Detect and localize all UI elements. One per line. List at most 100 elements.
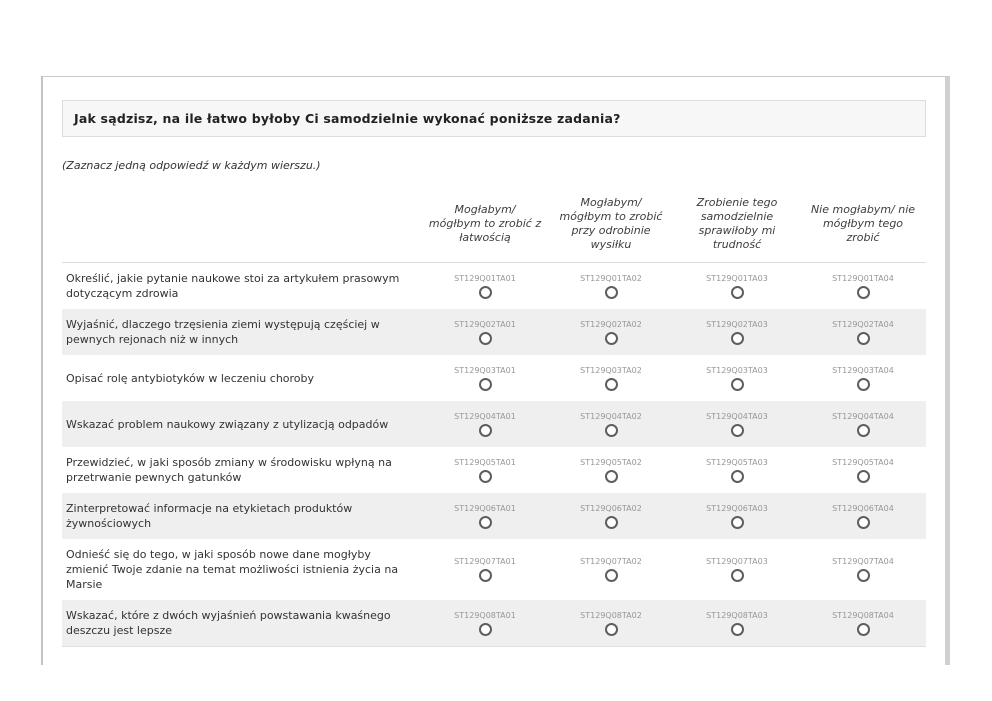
- answer-cell: ST129Q04TA03: [674, 406, 800, 443]
- table-row: Przewidzieć, w jaki sposób zmiany w środ…: [62, 447, 926, 493]
- radio-button[interactable]: [604, 377, 618, 391]
- answer-cell: ST129Q02TA01: [422, 314, 548, 351]
- item-code: ST129Q08TA02: [580, 610, 642, 620]
- answer-cell: ST129Q01TA04: [800, 268, 926, 305]
- question-text: Jak sądzisz, na ile łatwo byłoby Ci samo…: [74, 111, 621, 126]
- table-row: Wyjaśnić, dlaczego trzęsienia ziemi wyst…: [62, 309, 926, 355]
- item-code: ST129Q07TA03: [706, 557, 768, 566]
- radio-button[interactable]: [604, 285, 618, 299]
- item-code: ST129Q04TA04: [832, 411, 894, 421]
- row-statement: Wskazać problem naukowy związany z utyli…: [66, 417, 389, 431]
- answer-cell: ST129Q05TA02: [548, 452, 674, 489]
- answer-cell: ST129Q05TA04: [800, 452, 926, 489]
- radio-button[interactable]: [604, 622, 618, 636]
- question-header: Jak sądzisz, na ile łatwo byłoby Ci samo…: [62, 100, 926, 137]
- row-statement: Przewidzieć, w jaki sposób zmiany w środ…: [66, 456, 392, 484]
- row-statement: Zinterpretować informacje na etykietach …: [66, 502, 353, 530]
- item-code: ST129Q05TA03: [706, 457, 768, 467]
- answer-cell: ST129Q07TA04: [800, 551, 926, 588]
- item-code: ST129Q08TA03: [706, 610, 768, 620]
- item-code: ST129Q06TA01: [454, 503, 516, 513]
- answer-cell: ST129Q08TA02: [548, 605, 674, 642]
- item-code: ST129Q05TA02: [580, 457, 642, 467]
- item-code: ST129Q06TA02: [580, 503, 642, 513]
- table-header-row: Mogłabym/ mógłbym to zrobić z łatwością …: [62, 184, 926, 263]
- item-code: ST129Q01TA03: [706, 273, 768, 283]
- item-code: ST129Q08TA04: [832, 610, 894, 620]
- item-code: ST129Q08TA01: [454, 610, 516, 620]
- radio-button[interactable]: [478, 285, 492, 299]
- answer-cell: ST129Q07TA03: [674, 551, 800, 588]
- radio-button[interactable]: [478, 515, 492, 529]
- radio-button[interactable]: [856, 377, 870, 391]
- radio-button[interactable]: [856, 569, 870, 582]
- radio-button[interactable]: [730, 331, 744, 345]
- radio-button[interactable]: [856, 423, 870, 437]
- column-header-some-effort: Mogłabym/ mógłbym to zrobić przy odrobin…: [559, 196, 663, 251]
- radio-button[interactable]: [478, 331, 492, 345]
- answer-cell: ST129Q02TA04: [800, 314, 926, 351]
- item-code: ST129Q04TA01: [454, 411, 516, 421]
- table-row: Wskazać, które z dwóch wyjaśnień powstaw…: [62, 600, 926, 647]
- radio-button[interactable]: [730, 469, 744, 483]
- item-code: ST129Q05TA01: [454, 457, 516, 467]
- item-code: ST129Q03TA02: [580, 365, 642, 375]
- item-code: ST129Q01TA01: [454, 273, 516, 283]
- answer-cell: ST129Q06TA04: [800, 498, 926, 535]
- radio-button[interactable]: [604, 515, 618, 529]
- radio-button[interactable]: [730, 569, 744, 582]
- item-code: ST129Q07TA01: [454, 557, 516, 566]
- answer-cell: ST129Q03TA04: [800, 360, 926, 397]
- answer-cell: ST129Q02TA02: [548, 314, 674, 351]
- radio-button[interactable]: [856, 285, 870, 299]
- item-code: ST129Q02TA03: [706, 319, 768, 329]
- row-statement: Wskazać, które z dwóch wyjaśnień powstaw…: [66, 609, 391, 637]
- radio-button[interactable]: [730, 622, 744, 636]
- answer-cell: ST129Q01TA03: [674, 268, 800, 305]
- item-code: ST129Q02TA04: [832, 319, 894, 329]
- table-row: Wskazać problem naukowy związany z utyli…: [62, 401, 926, 447]
- item-code: ST129Q04TA02: [580, 411, 642, 421]
- radio-button[interactable]: [604, 469, 618, 483]
- radio-button[interactable]: [730, 515, 744, 529]
- radio-button[interactable]: [604, 569, 618, 582]
- answer-cell: ST129Q03TA02: [548, 360, 674, 397]
- row-statement: Opisać rolę antybiotyków w leczeniu chor…: [66, 371, 315, 385]
- radio-button[interactable]: [856, 515, 870, 529]
- item-code: ST129Q07TA04: [832, 557, 894, 566]
- radio-button[interactable]: [730, 377, 744, 391]
- row-statement: Określić, jakie pytanie naukowe stoi za …: [66, 272, 400, 300]
- item-code: ST129Q07TA02: [580, 557, 642, 566]
- item-code: ST129Q01TA02: [580, 273, 642, 283]
- radio-button[interactable]: [730, 423, 744, 437]
- radio-button[interactable]: [478, 469, 492, 483]
- answer-cell: ST129Q08TA01: [422, 605, 548, 642]
- radio-button[interactable]: [604, 331, 618, 345]
- radio-button[interactable]: [478, 377, 492, 391]
- radio-button[interactable]: [730, 285, 744, 299]
- item-code: ST129Q03TA03: [706, 365, 768, 375]
- answer-cell: ST129Q01TA02: [548, 268, 674, 305]
- column-header-could-not: Nie mogłabym/ nie mógłbym tego zrobić: [810, 203, 916, 244]
- radio-button[interactable]: [856, 331, 870, 345]
- answer-cell: ST129Q05TA03: [674, 452, 800, 489]
- questionnaire-panel: Jak sądzisz, na ile łatwo byłoby Ci samo…: [41, 76, 950, 665]
- radio-button[interactable]: [604, 423, 618, 437]
- radio-button[interactable]: [478, 569, 492, 582]
- answer-cell: ST129Q07TA01: [422, 551, 548, 588]
- answer-cell: ST129Q04TA04: [800, 406, 926, 443]
- item-code: ST129Q05TA04: [832, 457, 894, 467]
- answer-cell: ST129Q04TA02: [548, 406, 674, 443]
- table-row: Opisać rolę antybiotyków w leczeniu chor…: [62, 355, 926, 401]
- radio-button[interactable]: [478, 622, 492, 636]
- radio-button[interactable]: [856, 469, 870, 483]
- answer-cell: ST129Q03TA01: [422, 360, 548, 397]
- radio-button[interactable]: [856, 622, 870, 636]
- answer-cell: ST129Q06TA03: [674, 498, 800, 535]
- table-row: Odnieść się do tego, w jaki sposób nowe …: [62, 539, 926, 600]
- radio-button[interactable]: [478, 423, 492, 437]
- answer-cell: ST129Q05TA01: [422, 452, 548, 489]
- item-code: ST129Q02TA01: [454, 319, 516, 329]
- answer-cell: ST129Q01TA01: [422, 268, 548, 305]
- table-body: Określić, jakie pytanie naukowe stoi za …: [62, 263, 926, 647]
